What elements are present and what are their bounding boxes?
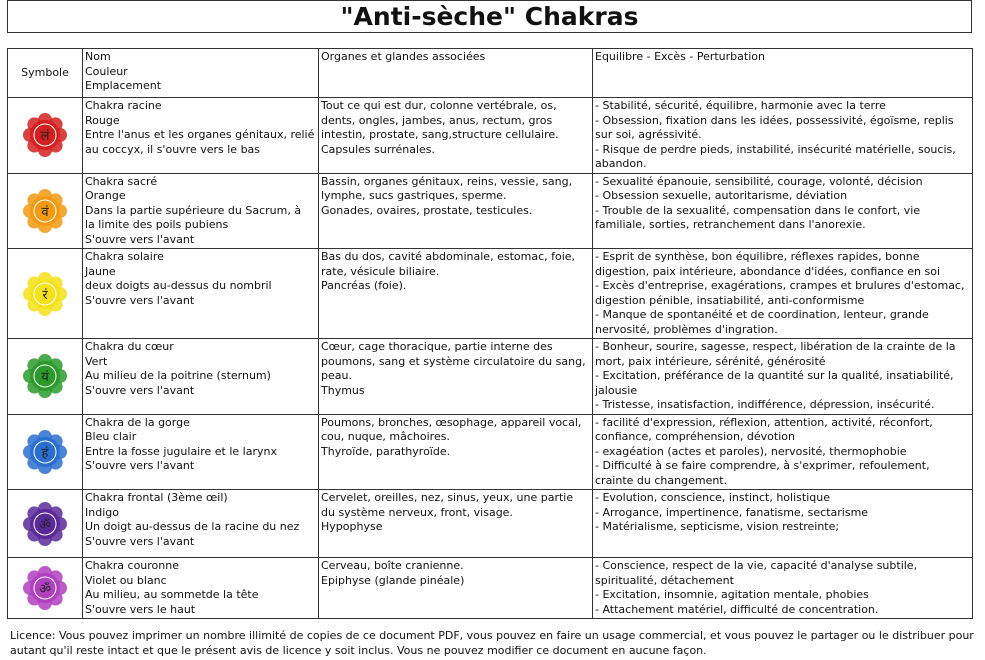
balance-cell: - Esprit de synthèse, bon équilibre, réf…: [592, 248, 973, 339]
name-cell: Chakra racine Rouge Entre l'anus et les …: [82, 97, 319, 174]
chakra-table: Symbole Nom Couleur Emplacement Organes …: [7, 48, 973, 619]
table-row: ॐ Chakra frontal (3ème œil) Indigo Un do…: [7, 489, 973, 558]
table-row: यं Chakra du cœur Vert Au milieu de la p…: [7, 338, 973, 415]
organs-cell: Bas du dos, cavité abdominale, estomac, …: [318, 248, 593, 339]
symbol-cell: रं: [7, 248, 83, 339]
name-cell: Chakra sacré Orange Dans la partie supér…: [82, 172, 319, 249]
name-cell: Chakra du cœur Vert Au milieu de la poit…: [82, 338, 319, 415]
header-row: Symbole Nom Couleur Emplacement Organes …: [7, 48, 973, 98]
balance-cell: - Evolution, conscience, instinct, holis…: [592, 489, 973, 558]
table-row: ॐ Chakra couronne Violet ou blanc Au mil…: [7, 557, 973, 619]
balance-cell: - Bonheur, sourire, sagesse, respect, li…: [592, 338, 973, 415]
svg-text:वं: वं: [41, 205, 49, 220]
svg-text:यं: यं: [41, 370, 49, 385]
balance-cell: - Sexualité épanouie, sensibilité, coura…: [592, 172, 973, 249]
heart-chakra-icon: यं: [9, 354, 82, 399]
organs-cell: Tout ce qui est dur, colonne vertébrale,…: [318, 97, 593, 174]
svg-text:ॐ: ॐ: [39, 582, 51, 597]
balance-cell: - Stabilité, sécurité, équilibre, harmon…: [592, 97, 973, 174]
header-organs: Organes et glandes associées: [318, 48, 593, 98]
page-title: "Anti-sèche" Chakras: [7, 0, 972, 33]
table-row: हं Chakra de la gorge Bleu clair Entre l…: [7, 413, 973, 490]
organs-cell: Cervelet, oreilles, nez, sinus, yeux, un…: [318, 489, 593, 558]
name-cell: Chakra solaire Jaune deux doigts au-dess…: [82, 248, 319, 339]
symbol-cell: यं: [7, 338, 83, 415]
name-cell: Chakra couronne Violet ou blanc Au milie…: [82, 557, 319, 619]
organs-cell: Cœur, cage thoracique, partie interne de…: [318, 338, 593, 415]
symbol-cell: वं: [7, 172, 83, 249]
symbol-cell: हं: [7, 413, 83, 490]
header-symbol: Symbole: [7, 48, 83, 98]
name-cell: Chakra frontal (3ème œil) Indigo Un doig…: [82, 489, 319, 558]
svg-text:हं: हं: [42, 446, 50, 461]
svg-text:ॐ: ॐ: [39, 518, 51, 533]
symbol-cell: लं: [7, 97, 83, 174]
table-row: रं Chakra solaire Jaune deux doigts au-d…: [7, 248, 973, 339]
header-balance: Equilibre - Excès - Perturbation: [592, 48, 973, 98]
name-cell: Chakra de la gorge Bleu clair Entre la f…: [82, 413, 319, 490]
table-row: वं Chakra sacré Orange Dans la partie su…: [7, 172, 973, 249]
organs-cell: Bassin, organes génitaux, reins, vessie,…: [318, 172, 593, 249]
sacral-chakra-icon: वं: [9, 188, 82, 233]
balance-cell: - facilité d'expression, réflexion, atte…: [592, 413, 973, 490]
organs-cell: Poumons, bronches, œsophage, appareil vo…: [318, 413, 593, 490]
symbol-cell: ॐ: [7, 557, 83, 619]
third-eye-chakra-icon: ॐ: [9, 501, 82, 546]
organs-cell: Cerveau, boîte cranienne. Epiphyse (glan…: [318, 557, 593, 619]
symbol-cell: ॐ: [7, 489, 83, 558]
solar-plexus-chakra-icon: रं: [9, 271, 82, 316]
header-name: Nom Couleur Emplacement: [82, 48, 319, 98]
crown-chakra-icon: ॐ: [9, 566, 82, 610]
svg-text:रं: रं: [42, 288, 48, 303]
throat-chakra-icon: हं: [9, 429, 82, 474]
root-chakra-icon: लं: [9, 113, 82, 158]
licence-text: Licence: Vous pouvez imprimer un nombre …: [10, 629, 974, 657]
table-row: लं Chakra racine Rouge Entre l'anus et l…: [7, 97, 973, 174]
balance-cell: - Conscience, respect de la vie, capacit…: [592, 557, 973, 619]
svg-text:लं: लं: [41, 129, 50, 144]
